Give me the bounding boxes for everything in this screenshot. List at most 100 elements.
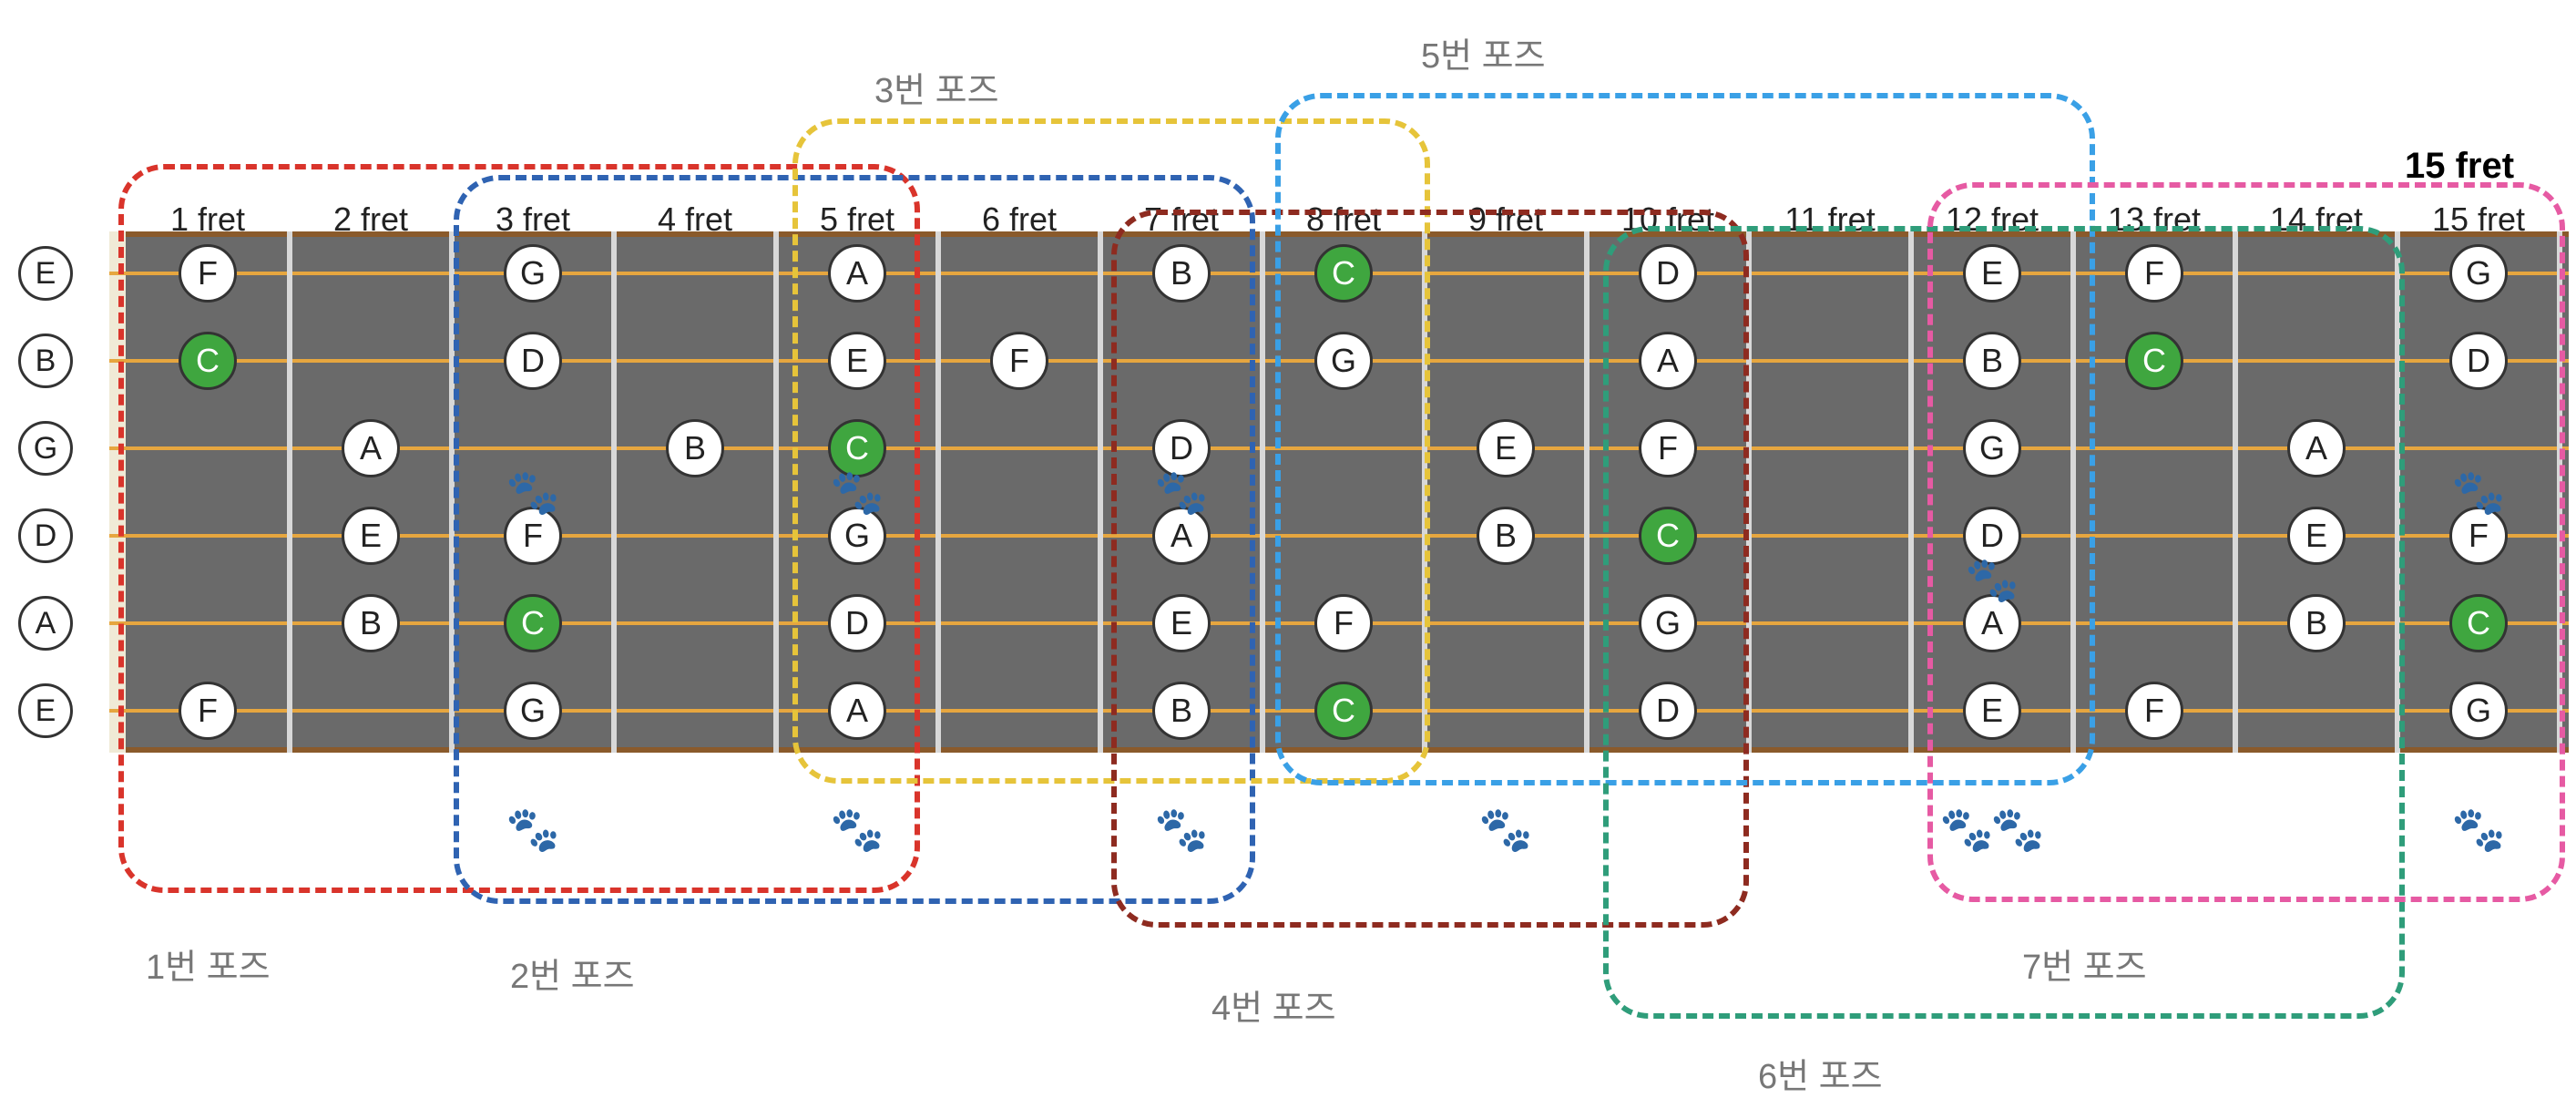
pose-label-2: 2번 포즈	[510, 948, 635, 998]
fret-label-14: 14 fret	[2270, 200, 2363, 239]
note-f12-s2: B	[1963, 332, 2021, 390]
note-f10-s3: F	[1639, 419, 1697, 477]
note-f1-s6: F	[179, 682, 237, 740]
open-string-5: A	[18, 596, 73, 651]
fretwire-11	[1908, 231, 1914, 753]
string-4	[109, 534, 2569, 538]
pose-label-7: 7번 포즈	[2022, 939, 2147, 989]
fret-label-12: 12 fret	[1946, 200, 2039, 239]
inlay-below-f7: 🐾	[1154, 804, 1209, 856]
note-f1-s2: C	[179, 332, 237, 390]
inlay-below-f3: 🐾	[506, 804, 560, 856]
fret-label-13: 13 fret	[2108, 200, 2201, 239]
note-f7-s6: B	[1152, 682, 1211, 740]
fretboard	[109, 231, 2569, 753]
fretwire-9	[1584, 231, 1590, 753]
note-f3-s5: C	[504, 594, 562, 652]
pose-label-5: 5번 포즈	[1421, 27, 1546, 77]
fret-label-8: 8 fret	[1306, 200, 1381, 239]
inlay-below-f9: 🐾	[1478, 804, 1533, 856]
note-f10-s5: G	[1639, 594, 1697, 652]
note-f15-s6: G	[2449, 682, 2508, 740]
note-f14-s3: A	[2287, 419, 2346, 477]
fretwire-15	[2557, 231, 2562, 753]
note-f15-s2: D	[2449, 332, 2508, 390]
fret-label-4: 4 fret	[658, 200, 732, 239]
inlay-below-f12-a: 🐾	[1939, 804, 1994, 856]
fret-label-5: 5 fret	[820, 200, 894, 239]
note-f12-s1: E	[1963, 244, 2021, 303]
note-f9-s4: B	[1477, 507, 1535, 565]
note-f4-s3: B	[666, 419, 724, 477]
inlay-board-f3: 🐾	[506, 467, 560, 518]
note-f6-s2: F	[990, 332, 1048, 390]
fret-label-6: 6 fret	[982, 200, 1057, 239]
note-f3-s1: G	[504, 244, 562, 303]
note-f12-s6: E	[1963, 682, 2021, 740]
fretboard-diagram: 1 fret2 fret3 fret4 fret5 fret6 fret7 fr…	[0, 0, 2576, 1022]
nut	[109, 231, 126, 753]
note-f10-s6: D	[1639, 682, 1697, 740]
note-f2-s4: E	[342, 507, 400, 565]
open-string-6: E	[18, 683, 73, 738]
note-f10-s2: A	[1639, 332, 1697, 390]
note-f8-s2: G	[1314, 332, 1373, 390]
fretwire-3	[611, 231, 617, 753]
note-f5-s5: D	[828, 594, 886, 652]
fretwire-13	[2233, 231, 2238, 753]
note-f7-s5: E	[1152, 594, 1211, 652]
fretwire-12	[2070, 231, 2076, 753]
fretwire-7	[1260, 231, 1265, 753]
inlay-below-f5: 🐾	[830, 804, 884, 856]
note-f7-s1: B	[1152, 244, 1211, 303]
note-f14-s5: B	[2287, 594, 2346, 652]
note-f9-s3: E	[1477, 419, 1535, 477]
note-f14-s4: E	[2287, 507, 2346, 565]
note-f5-s1: A	[828, 244, 886, 303]
note-f8-s6: C	[1314, 682, 1373, 740]
note-f2-s5: B	[342, 594, 400, 652]
pose-label-1: 1번 포즈	[146, 939, 271, 989]
note-f13-s6: F	[2125, 682, 2183, 740]
fret-label-1: 1 fret	[170, 200, 245, 239]
note-f10-s4: C	[1639, 507, 1697, 565]
inlay-board-f15: 🐾	[2451, 467, 2506, 518]
fret-label-11: 11 fret	[1784, 200, 1875, 239]
note-f10-s1: D	[1639, 244, 1697, 303]
note-f15-s5: C	[2449, 594, 2508, 652]
inlay-board-f7: 🐾	[1154, 467, 1209, 518]
pose-label-3: 3번 포즈	[874, 62, 999, 112]
note-f13-s2: C	[2125, 332, 2183, 390]
pose-label-6: 6번 포즈	[1758, 1048, 1883, 1098]
inlay-below-f15: 🐾	[2451, 804, 2506, 856]
open-string-2: B	[18, 334, 73, 388]
fret-label-3: 3 fret	[496, 200, 570, 239]
note-f8-s5: F	[1314, 594, 1373, 652]
fretwire-8	[1422, 231, 1427, 753]
fretwire-5	[935, 231, 941, 753]
fret-label-9: 9 fret	[1468, 200, 1543, 239]
note-f8-s1: C	[1314, 244, 1373, 303]
note-f3-s6: G	[504, 682, 562, 740]
note-f5-s6: A	[828, 682, 886, 740]
note-f12-s3: G	[1963, 419, 2021, 477]
fretwire-2	[449, 231, 455, 753]
inlay-below-f12-b: 🐾	[1990, 804, 2045, 856]
note-f2-s3: A	[342, 419, 400, 477]
fretwire-6	[1098, 231, 1103, 753]
fretwire-14	[2395, 231, 2400, 753]
open-string-4: D	[18, 508, 73, 563]
note-f15-s1: G	[2449, 244, 2508, 303]
note-f5-s2: E	[828, 332, 886, 390]
corner-fret-label: 15 fret	[2405, 146, 2514, 187]
fret-label-7: 7 fret	[1144, 200, 1219, 239]
note-f3-s2: D	[504, 332, 562, 390]
note-f13-s1: F	[2125, 244, 2183, 303]
fretwire-4	[773, 231, 779, 753]
open-string-3: G	[18, 421, 73, 476]
inlay-board-f5: 🐾	[830, 467, 884, 518]
fret-label-10: 10 fret	[1621, 200, 1714, 239]
fretwire-10	[1746, 231, 1752, 753]
open-string-1: E	[18, 246, 73, 301]
string-3	[109, 446, 2569, 450]
